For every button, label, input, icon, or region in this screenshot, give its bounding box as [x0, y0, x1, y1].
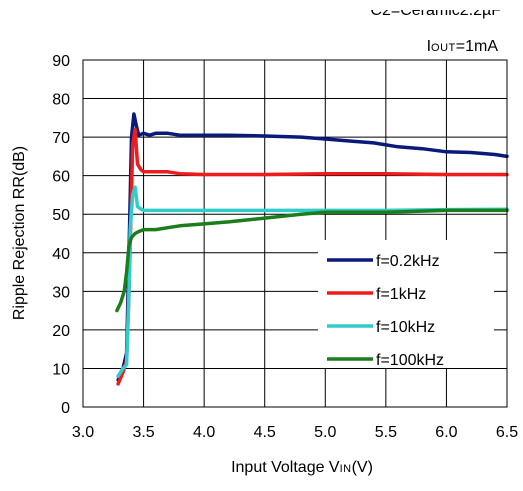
condition-output-current: IOUT=1mA [427, 38, 498, 56]
condition-current-value: =1mA [455, 38, 498, 55]
condition-current-subscript: OUT [431, 42, 456, 54]
legend-label: f=10kHz [376, 319, 435, 336]
y-tick-label: 50 [52, 207, 70, 224]
y-tick-label: 10 [52, 361, 70, 378]
legend-label: f=0.2kHz [376, 253, 440, 270]
x-axis-label-prefix: Input Voltage V [231, 459, 340, 476]
x-axis-label-subscript: IN [339, 463, 352, 475]
legend-label: f=100kHz [376, 352, 444, 369]
x-tick-label: 4.5 [254, 424, 276, 441]
y-tick-label: 0 [61, 400, 70, 417]
legend: f=0.2kHz f=1kHz f=10kHz f=100kHz [318, 240, 494, 369]
y-tick-label: 80 [52, 92, 70, 109]
y-tick-label: 30 [52, 284, 70, 301]
y-tick-label: 40 [52, 246, 70, 263]
series-line [116, 112, 509, 382]
y-tick-label: 70 [52, 130, 70, 147]
x-tick-label: 5.5 [375, 424, 397, 441]
x-axis-label: Input Voltage VIN(V) [231, 459, 373, 477]
x-tick-label: 5.0 [314, 424, 336, 441]
x-axis-label-unit: (V) [351, 459, 373, 476]
condition-capacitor: C2=Ceramic2.2µF [370, 2, 501, 19]
x-tick-label: 3.5 [132, 424, 154, 441]
plot-frame [82, 59, 508, 408]
tick-labels: 3.0 3.5 4.0 4.5 5.0 5.5 6.0 6.5 0 10 20 30 40 50 60 70 8… [52, 53, 518, 441]
x-tick-label: 3.0 [72, 424, 94, 441]
series-line [116, 185, 509, 378]
y-tick-label: 90 [52, 53, 70, 70]
y-axis-label: Ripple Rejection RR(dB) [11, 145, 28, 321]
x-tick-label: 6.5 [496, 424, 518, 441]
series-layer [115, 112, 509, 386]
legend-label: f=1kHz [376, 286, 426, 303]
x-tick-label: 4.0 [193, 424, 215, 441]
y-tick-label: 60 [52, 169, 70, 186]
series-line [115, 208, 509, 313]
y-tick-label: 20 [52, 323, 70, 340]
x-tick-label: 6.0 [435, 424, 457, 441]
condition-current-prefix: I [426, 38, 432, 55]
